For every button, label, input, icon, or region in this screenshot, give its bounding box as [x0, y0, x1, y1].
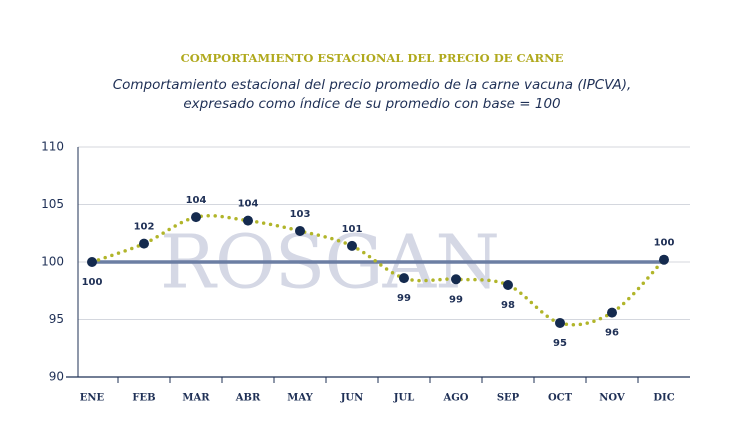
x-tick-label: SEP — [497, 393, 520, 404]
data-label: 102 — [134, 222, 155, 233]
data-point — [295, 225, 305, 236]
data-point — [139, 238, 149, 249]
x-tick-label: DIC — [653, 393, 674, 404]
x-tick-label: ABR — [235, 393, 261, 404]
data-point — [451, 274, 461, 285]
y-tick-label: 95 — [49, 312, 64, 326]
data-label: 100 — [82, 277, 103, 288]
x-tick-label: MAR — [182, 393, 210, 404]
data-label: 103 — [290, 209, 311, 220]
chart-subtitle: expresado como índice de su promedio con… — [183, 96, 560, 112]
data-label: 100 — [654, 238, 675, 249]
x-tick-label: FEB — [132, 393, 155, 404]
x-tick-label: MAY — [287, 393, 313, 404]
x-tick-label: ENE — [80, 393, 105, 404]
y-tick-label: 110 — [41, 140, 64, 154]
data-label: 98 — [501, 300, 515, 311]
data-label: 104 — [238, 199, 259, 210]
data-point — [659, 254, 669, 265]
x-tick-label: JUL — [393, 393, 414, 404]
data-point — [503, 280, 513, 290]
y-tick-label: 105 — [41, 197, 64, 211]
x-tick-label: NOV — [599, 393, 625, 404]
data-label: 104 — [186, 195, 207, 206]
data-label: 101 — [342, 224, 363, 235]
data-point — [87, 257, 97, 267]
data-point — [399, 273, 409, 284]
y-tick-label: 90 — [49, 370, 64, 384]
data-label: 99 — [449, 294, 463, 305]
data-label: 99 — [397, 293, 411, 304]
data-label: 96 — [605, 328, 619, 339]
x-tick-label: JUN — [340, 393, 364, 404]
data-point — [347, 240, 357, 251]
data-label: 95 — [553, 338, 567, 349]
data-point — [555, 317, 565, 328]
data-point — [607, 307, 617, 318]
x-tick-label: AGO — [442, 393, 468, 404]
chart-title: COMPORTAMIENTO ESTACIONAL DEL PRECIO DE … — [181, 51, 564, 65]
chart-subtitle: Comportamiento estacional del precio pro… — [113, 77, 632, 93]
data-point — [243, 215, 253, 226]
y-tick-label: 100 — [41, 255, 64, 269]
data-point — [191, 212, 201, 223]
x-tick-label: OCT — [548, 393, 573, 404]
